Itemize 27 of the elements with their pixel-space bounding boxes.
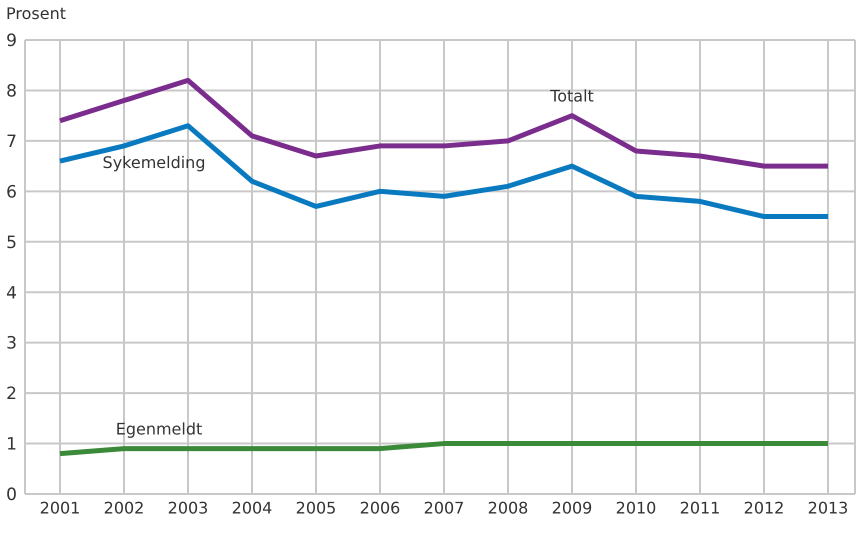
y-tick-label: 5 bbox=[6, 232, 17, 253]
series-label: Sykemelding bbox=[102, 152, 206, 172]
y-tick-label: 1 bbox=[6, 434, 17, 455]
x-tick-label: 2007 bbox=[424, 498, 464, 518]
y-tick-label: 3 bbox=[6, 334, 17, 354]
y-tick-label: 0 bbox=[6, 485, 17, 506]
y-axis-title: Prosent bbox=[6, 4, 66, 23]
y-tick-label: 4 bbox=[6, 283, 17, 304]
x-tick-label: 2004 bbox=[232, 498, 272, 518]
x-tick-label: 2006 bbox=[360, 498, 400, 518]
x-tick-label: 2013 bbox=[808, 498, 848, 518]
x-tick-label: 2005 bbox=[296, 498, 336, 518]
y-tick-label: 7 bbox=[6, 132, 17, 152]
series-label: Egenmeldt bbox=[116, 420, 202, 439]
x-tick-label: 2003 bbox=[168, 498, 208, 518]
y-tick-label: 6 bbox=[6, 182, 17, 202]
y-tick-label: 2 bbox=[6, 384, 17, 404]
y-tick-label: 8 bbox=[6, 81, 17, 102]
y-tick-label: 9 bbox=[6, 31, 17, 52]
series-label: Totalt bbox=[549, 86, 594, 106]
x-tick-label: 2008 bbox=[488, 498, 528, 518]
x-tick-label: 2002 bbox=[104, 498, 144, 518]
x-tick-label: 2001 bbox=[40, 498, 80, 518]
x-tick-label: 2009 bbox=[552, 498, 592, 518]
x-tick-label: 2012 bbox=[744, 498, 784, 518]
x-tick-label: 2010 bbox=[616, 498, 656, 518]
x-tick-label: 2011 bbox=[680, 498, 720, 518]
